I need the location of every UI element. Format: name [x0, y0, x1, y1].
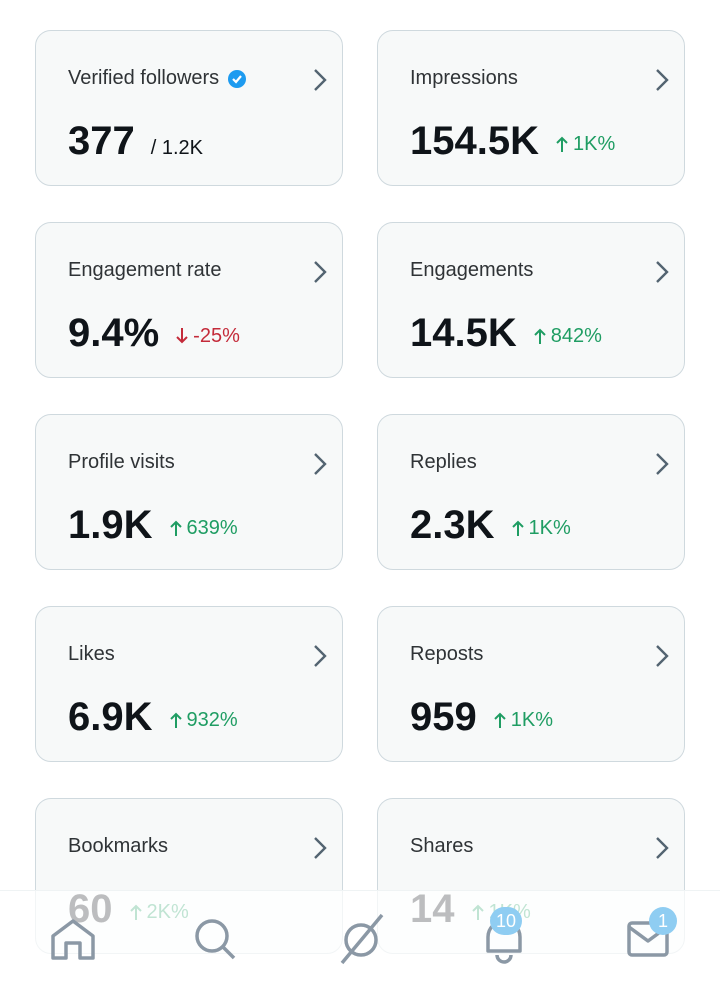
- change-text: 1K%: [528, 516, 571, 539]
- card-value-row: 1.9K 639%: [68, 503, 238, 548]
- change-text: 1K%: [510, 708, 553, 731]
- chevron-icon: [314, 837, 327, 859]
- change-text: 1K%: [572, 132, 616, 155]
- search-icon[interactable]: [195, 919, 229, 953]
- card-value-row: 959 1K%: [410, 695, 553, 740]
- messages-badge: 1: [649, 907, 677, 935]
- metric-card[interactable]: Reposts 959 1K%: [377, 606, 685, 762]
- nav-icons: [51, 913, 669, 965]
- card-value: 959: [410, 695, 477, 739]
- grok-icon[interactable]: [344, 923, 378, 957]
- chevron-icon: [656, 69, 669, 91]
- card-value: 2.3K: [410, 503, 495, 547]
- card-change: 842%: [533, 325, 602, 348]
- chevron-icon: [656, 645, 669, 667]
- card-label-text: Engagements: [410, 259, 534, 281]
- card-label: Bookmarks: [68, 835, 168, 858]
- chevron-icon: [314, 261, 327, 283]
- card-label: Likes: [68, 643, 115, 666]
- chevron-icon: [314, 453, 327, 475]
- card-value: 6.9K: [68, 695, 153, 739]
- card-value: 377: [68, 119, 135, 163]
- change-arrow: [556, 136, 568, 152]
- change-arrow: [511, 520, 524, 536]
- card-label-text: Reposts: [410, 643, 484, 665]
- metric-card[interactable]: Likes 6.9K 932%: [35, 606, 343, 762]
- metric-card[interactable]: Profile visits 1.9K 639%: [35, 414, 343, 570]
- card-change: 932%: [169, 709, 238, 732]
- metric-card[interactable]: Verified followers 377 / 1.2K: [35, 30, 343, 186]
- metric-card[interactable]: Impressions 154.5K 1K%: [377, 30, 685, 186]
- change-arrow: [169, 712, 182, 728]
- card-label: Engagements: [410, 259, 533, 282]
- metric-card[interactable]: Replies 2.3K 1K%: [377, 414, 685, 570]
- chevron-icon: [656, 837, 669, 859]
- messages-icon[interactable]: [627, 921, 669, 957]
- chevron-icon: [656, 453, 669, 475]
- card-label-text: Verified followers: [68, 67, 220, 89]
- card-label-text: Likes: [68, 643, 115, 665]
- card-value-row: 154.5K 1K%: [410, 119, 615, 164]
- card-label-text: Profile visits: [68, 451, 175, 473]
- card-value-row: 9.4% -25%: [68, 311, 240, 356]
- card-label: Reposts: [410, 643, 483, 666]
- card-value-row: 6.9K 932%: [68, 695, 238, 740]
- card-label-text: Replies: [410, 451, 477, 473]
- card-label: Impressions: [410, 67, 518, 90]
- change-arrow: [494, 712, 506, 728]
- card-label-text: Bookmarks: [68, 835, 169, 857]
- card-value-row: 14.5K 842%: [410, 311, 602, 356]
- card-value: 9.4%: [68, 311, 160, 355]
- card-value: 154.5K: [410, 119, 539, 163]
- card-label-text: Shares: [410, 835, 474, 857]
- card-change: -25%: [175, 325, 240, 348]
- card-value: 1.9K: [68, 503, 153, 547]
- change-text: 842%: [550, 324, 602, 347]
- card-change: 1K%: [555, 133, 615, 156]
- card-label-text: Engagement rate: [68, 259, 222, 281]
- card-label: Profile visits: [68, 451, 175, 474]
- metric-card[interactable]: Engagement rate 9.4% -25%: [35, 222, 343, 378]
- card-total: / 1.2K: [150, 137, 204, 159]
- change-text: 639%: [186, 516, 238, 539]
- card-value: 14.5K: [410, 311, 517, 355]
- card-change: 639%: [169, 517, 238, 540]
- change-arrow: [176, 328, 188, 344]
- metric-card[interactable]: Engagements 14.5K 842%: [377, 222, 685, 378]
- card-value-row: 377 / 1.2K: [68, 119, 203, 164]
- home-icon[interactable]: [51, 919, 95, 960]
- card-change: 1K%: [511, 517, 571, 540]
- change-arrow: [534, 328, 546, 344]
- chevron-icon: [314, 645, 327, 667]
- change-arrow: [169, 520, 182, 536]
- card-label: Engagement rate: [68, 259, 221, 282]
- bottom-nav: 10 1: [0, 890, 720, 990]
- card-value-row: 2.3K 1K%: [410, 503, 571, 548]
- card-label: Shares: [410, 835, 473, 858]
- chevron-icon: [314, 69, 327, 91]
- change-text: 932%: [186, 708, 238, 731]
- card-label: Replies: [410, 451, 477, 474]
- verified-badge: [228, 69, 247, 88]
- chevron-icon: [656, 261, 669, 283]
- notifications-badge: 10: [490, 907, 523, 935]
- card-change: 1K%: [493, 709, 553, 732]
- card-label: Verified followers: [68, 67, 247, 90]
- change-text: -25%: [193, 324, 240, 347]
- card-label-text: Impressions: [410, 67, 518, 89]
